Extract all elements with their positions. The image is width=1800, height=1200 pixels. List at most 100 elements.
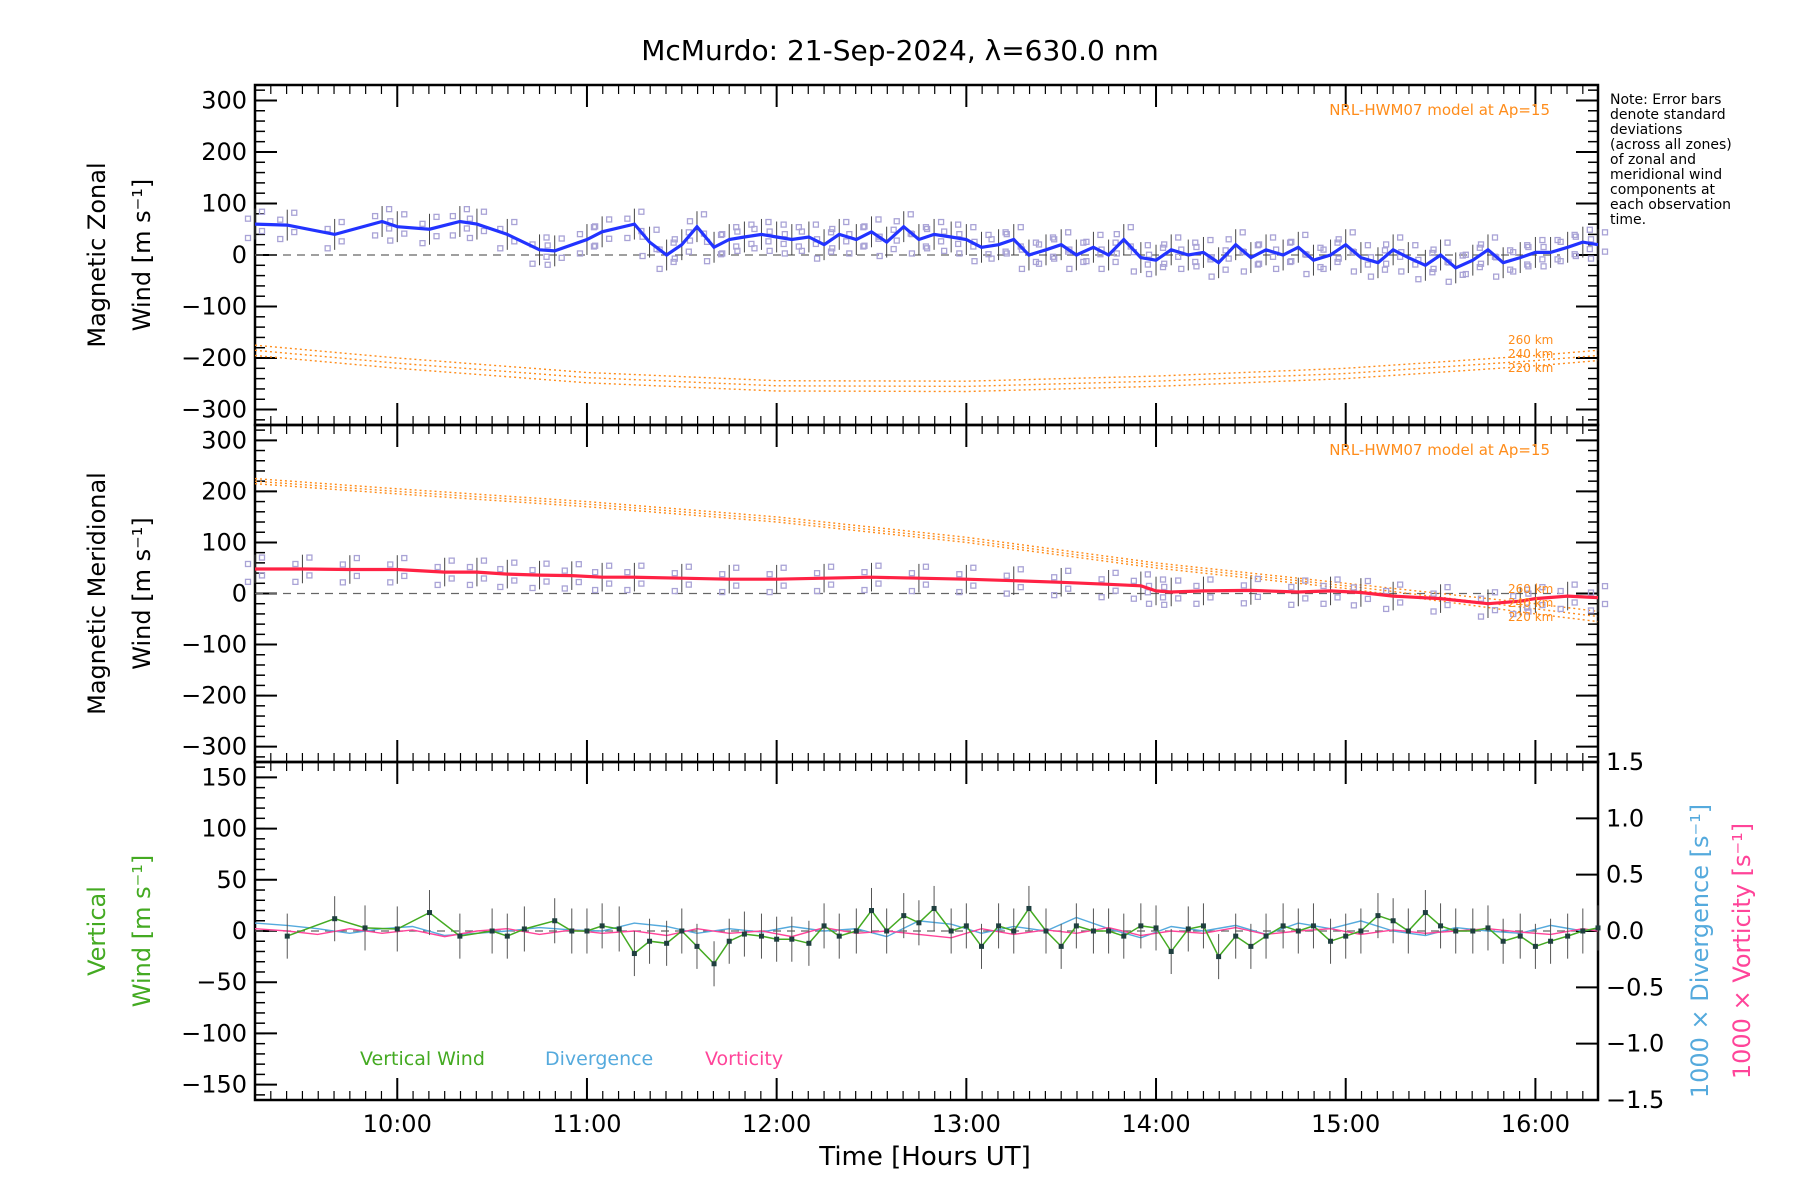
y-tick-label: 200 xyxy=(201,138,247,166)
zone-sample xyxy=(734,228,741,235)
zone-sample xyxy=(956,588,963,596)
vertical-wind-point xyxy=(504,933,510,939)
zone-sample xyxy=(1557,238,1564,246)
vorticity-line xyxy=(254,926,1599,939)
model-altitude-label: 240 km xyxy=(1508,347,1553,361)
zone-sample xyxy=(1320,246,1327,253)
zone-sample xyxy=(258,554,266,561)
zone-sample xyxy=(1364,595,1372,603)
zone-sample xyxy=(860,243,867,250)
zone-sample xyxy=(1510,610,1517,618)
zone-sample xyxy=(591,242,599,249)
zone-sample xyxy=(703,258,711,265)
zone-sample xyxy=(1477,260,1485,267)
zone-sample xyxy=(590,243,598,250)
note-line: denote standard xyxy=(1610,107,1726,123)
zone-sample xyxy=(827,248,835,255)
zone-sample xyxy=(843,238,850,245)
zone-sample xyxy=(1159,263,1167,271)
zone-sample xyxy=(781,250,788,257)
zone-sample xyxy=(937,218,945,226)
y-tick-label: 300 xyxy=(201,426,247,454)
vertical-wind-point xyxy=(884,928,890,934)
vertical-wind-point xyxy=(1153,925,1159,931)
zone-sample xyxy=(258,572,266,579)
zone-sample xyxy=(1269,253,1277,260)
zone-sample xyxy=(1320,265,1327,273)
zone-sample xyxy=(529,260,536,267)
model-curve xyxy=(254,349,1599,388)
y2-tick-label: 0.5 xyxy=(1606,861,1644,889)
zone-sample xyxy=(324,245,331,252)
vertical-wind-point xyxy=(853,928,859,934)
model-curve xyxy=(254,483,1599,623)
zone-sample xyxy=(827,581,835,588)
legend-entry: Vertical Wind xyxy=(360,1048,485,1070)
zone-sample xyxy=(861,242,868,249)
zone-sample xyxy=(1571,251,1578,258)
zone-sample xyxy=(923,225,931,233)
zone-sample xyxy=(1601,248,1609,255)
zone-sample xyxy=(1491,234,1499,241)
zone-sample xyxy=(339,561,346,568)
note-line: time. xyxy=(1610,212,1646,228)
zone-sample xyxy=(575,561,582,568)
zone-sample xyxy=(1144,571,1151,578)
zone-sample xyxy=(258,208,266,215)
vertical-wind-point xyxy=(963,923,969,929)
zone-sample xyxy=(780,564,787,571)
zone-sample xyxy=(685,563,692,570)
vertical-wind-point xyxy=(1058,943,1064,949)
zone-sample xyxy=(624,234,631,242)
zone-sample xyxy=(1017,566,1024,573)
zone-sample xyxy=(1145,600,1153,607)
y-tick-label: 300 xyxy=(201,86,247,114)
vertical-wind-point xyxy=(1263,933,1269,939)
zone-sample xyxy=(1381,247,1389,254)
zone-sample xyxy=(419,240,426,247)
zone-sample xyxy=(827,229,835,236)
vertical-wind-point xyxy=(1026,905,1032,911)
legend-entry: Vorticity xyxy=(705,1048,783,1070)
zone-sample xyxy=(1003,250,1010,257)
zone-sample xyxy=(1255,260,1263,267)
zone-sample xyxy=(922,224,930,231)
y-axis-label-line: Magnetic Meridional xyxy=(83,472,111,715)
zone-sample xyxy=(561,567,568,574)
zone-sample xyxy=(1587,589,1595,596)
y-axis-label-line: Magnetic Zonal xyxy=(83,162,111,347)
zone-sample xyxy=(1510,249,1517,256)
zone-sample xyxy=(1144,242,1151,249)
zone-sample xyxy=(1065,229,1072,236)
zone-sample xyxy=(1539,236,1546,244)
vertical-wind-point xyxy=(1390,918,1396,924)
note-line: components at xyxy=(1610,182,1716,198)
zone-sample xyxy=(1112,258,1119,266)
y-axis-label-line: Vertical xyxy=(83,886,111,976)
zone-sample xyxy=(956,571,963,578)
note-line: Note: Error bars xyxy=(1610,92,1721,108)
zone-sample xyxy=(511,559,518,566)
zone-sample xyxy=(543,578,550,585)
vertical-wind-point xyxy=(996,923,1002,929)
zone-sample xyxy=(1193,263,1200,270)
vertical-wind-point xyxy=(806,940,812,946)
zone-sample xyxy=(1364,242,1372,249)
zone-sample xyxy=(765,238,772,245)
meridional-wind-line xyxy=(255,567,1599,606)
zone-sample xyxy=(876,252,883,260)
zone-sample xyxy=(1254,242,1262,249)
zone-sample xyxy=(1035,260,1043,267)
zone-sample xyxy=(1510,593,1517,600)
zone-sample xyxy=(1240,582,1248,589)
zone-sample xyxy=(401,230,408,237)
vertical-wind-point xyxy=(1470,928,1476,934)
zone-sample xyxy=(1113,250,1120,257)
zone-sample xyxy=(1396,234,1404,241)
zone-sample xyxy=(1017,584,1024,591)
zone-sample xyxy=(955,240,962,248)
note-line: (across all zones) xyxy=(1610,137,1732,153)
zone-sample xyxy=(497,583,504,591)
note-line: meridional wind xyxy=(1610,167,1722,183)
zone-sample xyxy=(860,224,867,231)
